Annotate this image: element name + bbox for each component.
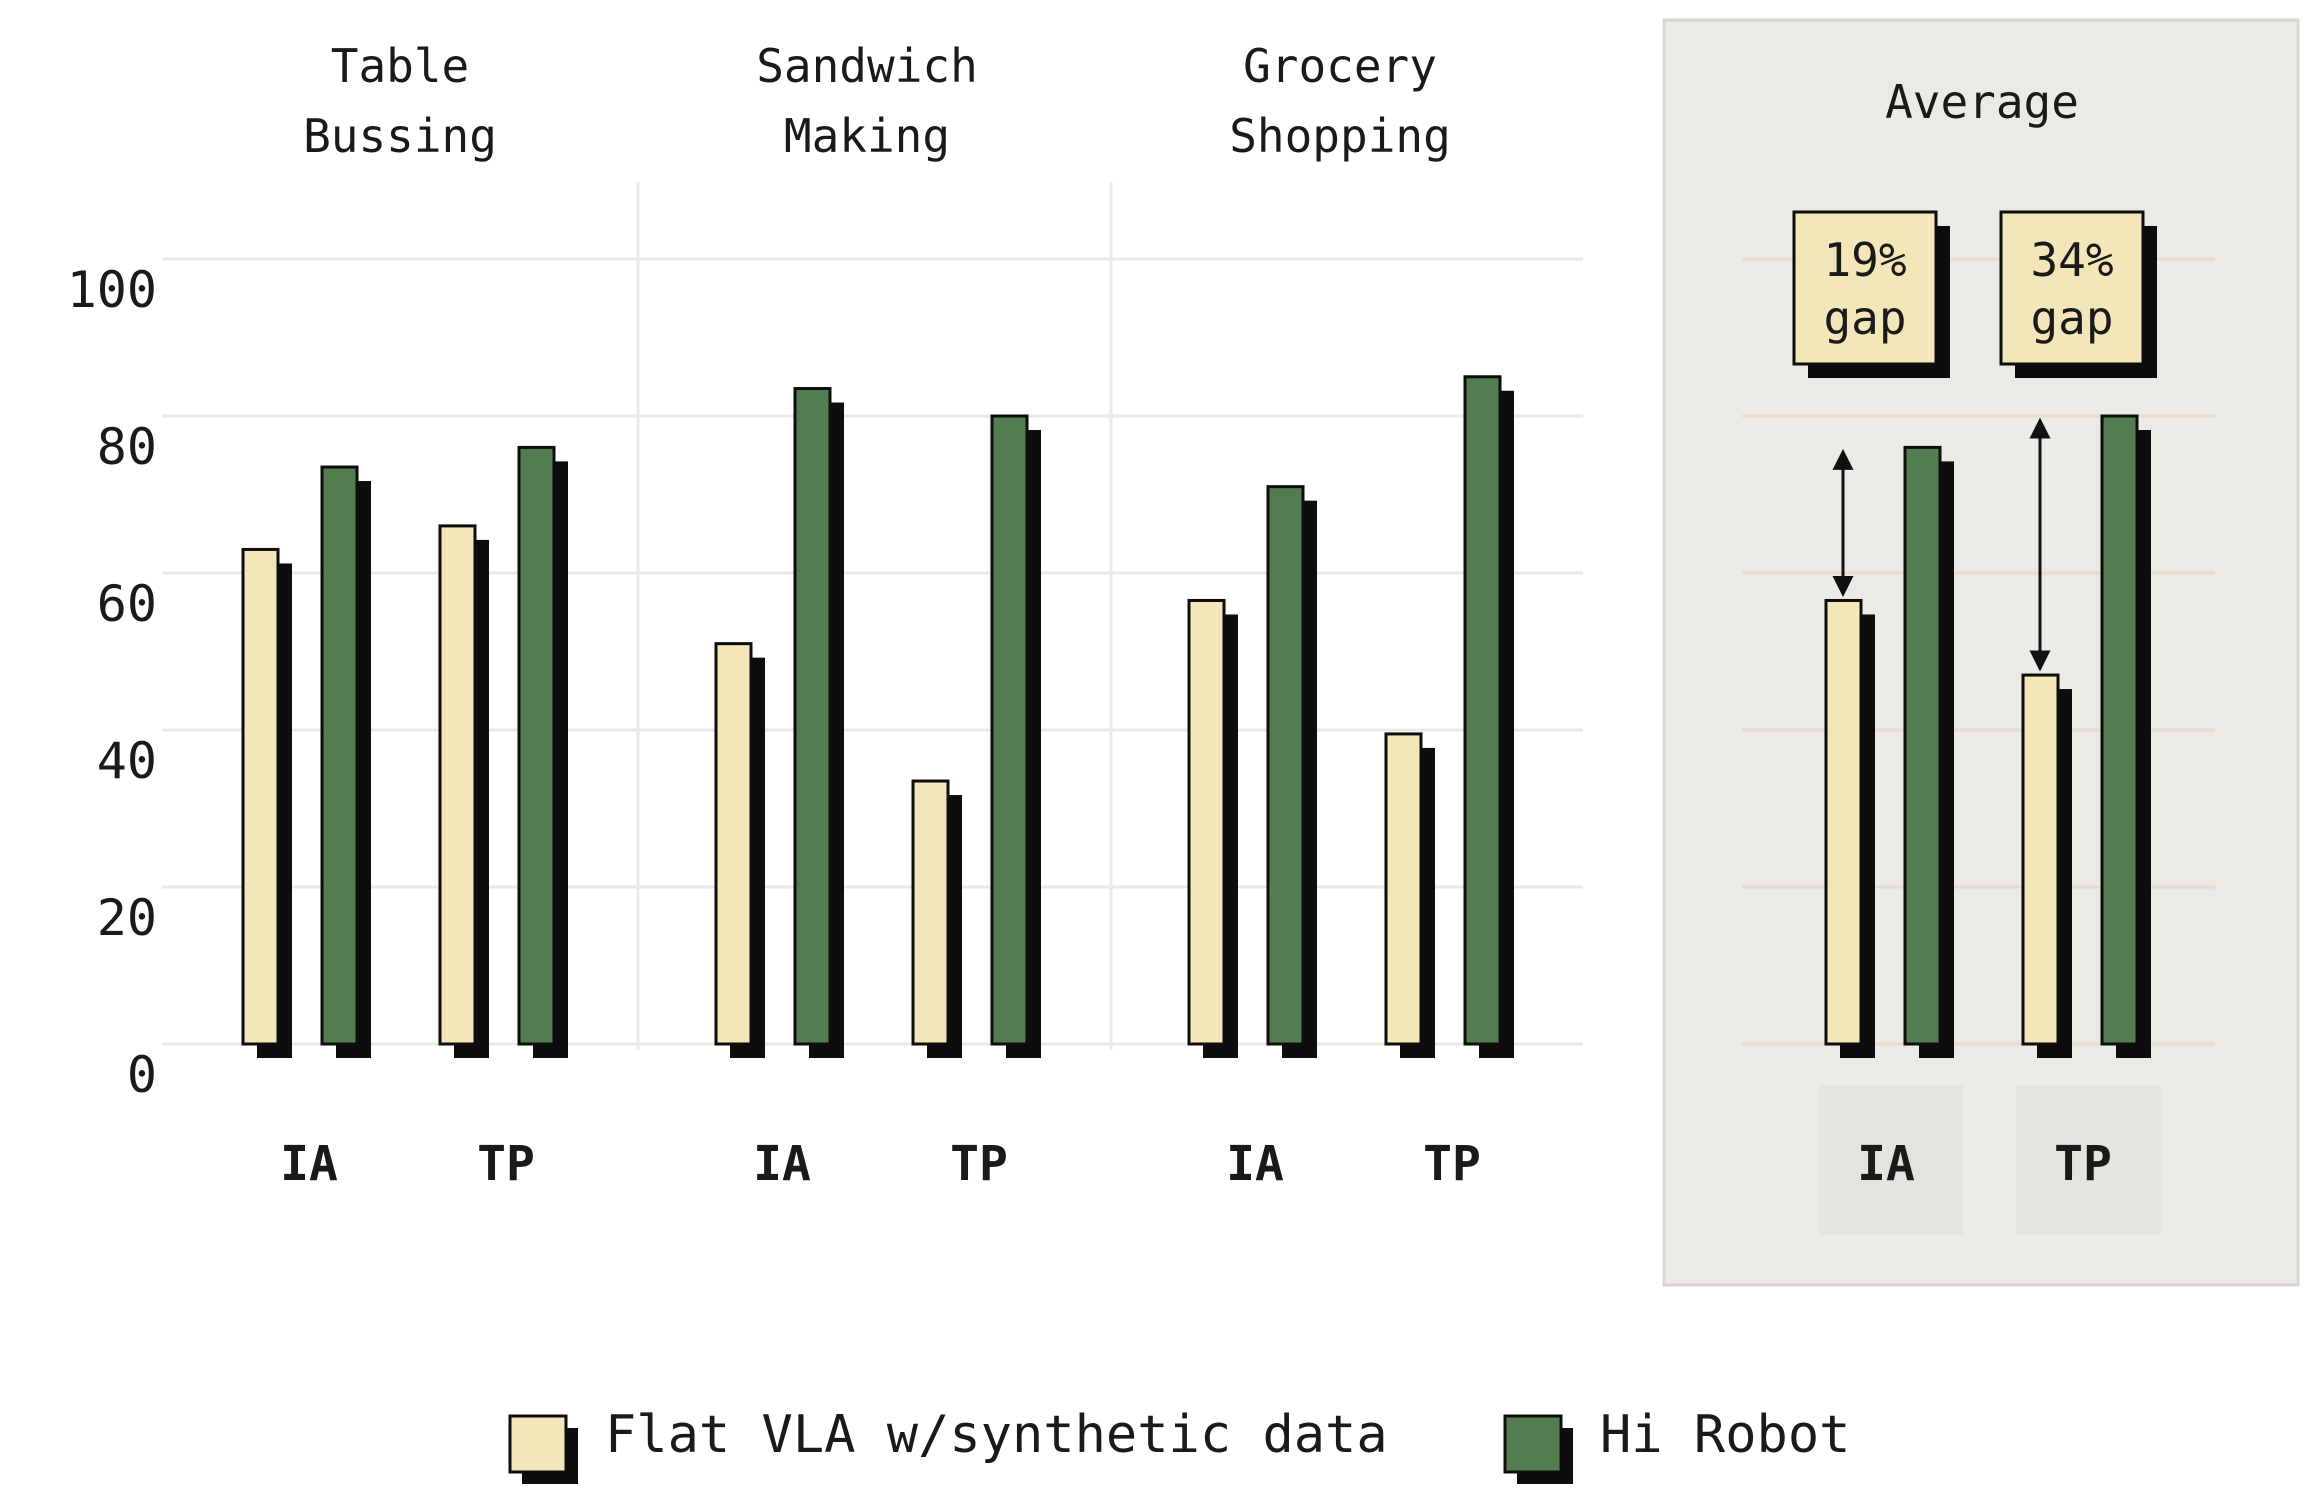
bar-hi-robot — [2100, 414, 2139, 1046]
gap-value-label: gap — [2030, 291, 2113, 345]
group-title: Shopping — [1229, 109, 1451, 163]
bar-flat-vla — [1187, 598, 1226, 1046]
y-tick-label: 0 — [127, 1046, 157, 1104]
gap-value-label: 19% — [1823, 233, 1906, 287]
x-tick-label: IA — [1857, 1136, 1915, 1192]
average-panel — [1662, 18, 2300, 1287]
group-title: Making — [784, 109, 950, 163]
y-tick-label: 100 — [67, 261, 157, 319]
legend-label: Hi Robot — [1600, 1405, 1850, 1465]
avg-tp-label-box — [2016, 1085, 2161, 1235]
gap-box — [1792, 210, 1938, 366]
y-tick-label: 20 — [97, 889, 157, 947]
x-tick-label: TP — [1423, 1136, 1481, 1192]
y-tick-label: 80 — [97, 418, 157, 476]
gap-value-label: gap — [1823, 291, 1906, 345]
bar-hi-robot — [1903, 445, 1942, 1046]
group-title: Average — [1885, 75, 2079, 129]
bar-flat-vla — [241, 547, 280, 1046]
gap-value-label: 34% — [2030, 233, 2113, 287]
group-title: Table — [331, 39, 469, 93]
legend-swatch — [508, 1414, 568, 1474]
x-tick-label: IA — [280, 1136, 338, 1192]
bar-flat-vla — [714, 642, 753, 1046]
bar-hi-robot — [990, 414, 1029, 1046]
avg-ia-label-box — [1818, 1085, 1963, 1235]
bar-flat-vla — [438, 524, 477, 1046]
bar-flat-vla — [2021, 673, 2060, 1046]
bar-flat-vla — [911, 779, 950, 1046]
bar-hi-robot — [1463, 375, 1502, 1046]
y-tick-label: 60 — [97, 575, 157, 633]
bar-hi-robot — [1266, 485, 1305, 1046]
bar-flat-vla — [1824, 598, 1863, 1046]
x-tick-label: TP — [950, 1136, 1008, 1192]
group-title: Grocery — [1243, 39, 1437, 93]
bar-hi-robot — [320, 465, 359, 1046]
x-tick-label: IA — [1226, 1136, 1284, 1192]
x-tick-label: TP — [2054, 1136, 2112, 1192]
group-title: Sandwich — [756, 39, 978, 93]
bar-hi-robot — [793, 387, 832, 1046]
bar-flat-vla — [1384, 732, 1423, 1046]
x-tick-label: IA — [753, 1136, 811, 1192]
y-tick-label: 40 — [97, 732, 157, 790]
legend-label: Flat VLA w/synthetic data — [605, 1405, 1388, 1465]
bar-hi-robot — [517, 445, 556, 1046]
gap-box — [1999, 210, 2145, 366]
legend-swatch — [1503, 1414, 1563, 1474]
x-tick-label: TP — [477, 1136, 535, 1192]
group-title: Bussing — [303, 109, 497, 163]
